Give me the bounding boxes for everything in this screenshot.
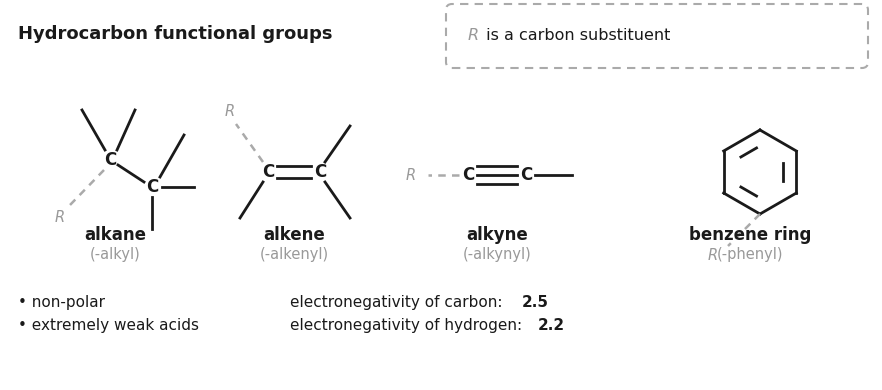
Text: C: C bbox=[262, 163, 274, 181]
Text: (-alkenyl): (-alkenyl) bbox=[259, 248, 329, 262]
Text: alkene: alkene bbox=[263, 226, 325, 244]
Text: R: R bbox=[55, 209, 65, 225]
Text: benzene ring: benzene ring bbox=[689, 226, 811, 244]
Text: C: C bbox=[462, 166, 475, 184]
Text: (-alkyl): (-alkyl) bbox=[90, 248, 140, 262]
Text: C: C bbox=[146, 178, 158, 196]
Text: R: R bbox=[225, 105, 235, 119]
Text: R: R bbox=[708, 248, 718, 264]
Text: is a carbon substituent: is a carbon substituent bbox=[481, 28, 670, 44]
Text: electronegativity of hydrogen:: electronegativity of hydrogen: bbox=[290, 318, 527, 333]
Text: electronegativity of carbon:: electronegativity of carbon: bbox=[290, 295, 507, 310]
Text: C: C bbox=[314, 163, 326, 181]
Text: C: C bbox=[519, 166, 532, 184]
Text: R: R bbox=[406, 167, 416, 183]
Text: (-phenyl): (-phenyl) bbox=[717, 248, 783, 262]
Text: (-alkynyl): (-alkynyl) bbox=[463, 248, 531, 262]
Text: Hydrocarbon functional groups: Hydrocarbon functional groups bbox=[18, 25, 333, 43]
Text: C: C bbox=[104, 151, 116, 169]
Text: • non-polar: • non-polar bbox=[18, 295, 105, 310]
Text: • extremely weak acids: • extremely weak acids bbox=[18, 318, 199, 333]
Text: alkyne: alkyne bbox=[466, 226, 527, 244]
Text: 2.2: 2.2 bbox=[538, 318, 565, 333]
Text: alkane: alkane bbox=[84, 226, 146, 244]
Text: R: R bbox=[468, 28, 479, 44]
Text: 2.5: 2.5 bbox=[522, 295, 549, 310]
